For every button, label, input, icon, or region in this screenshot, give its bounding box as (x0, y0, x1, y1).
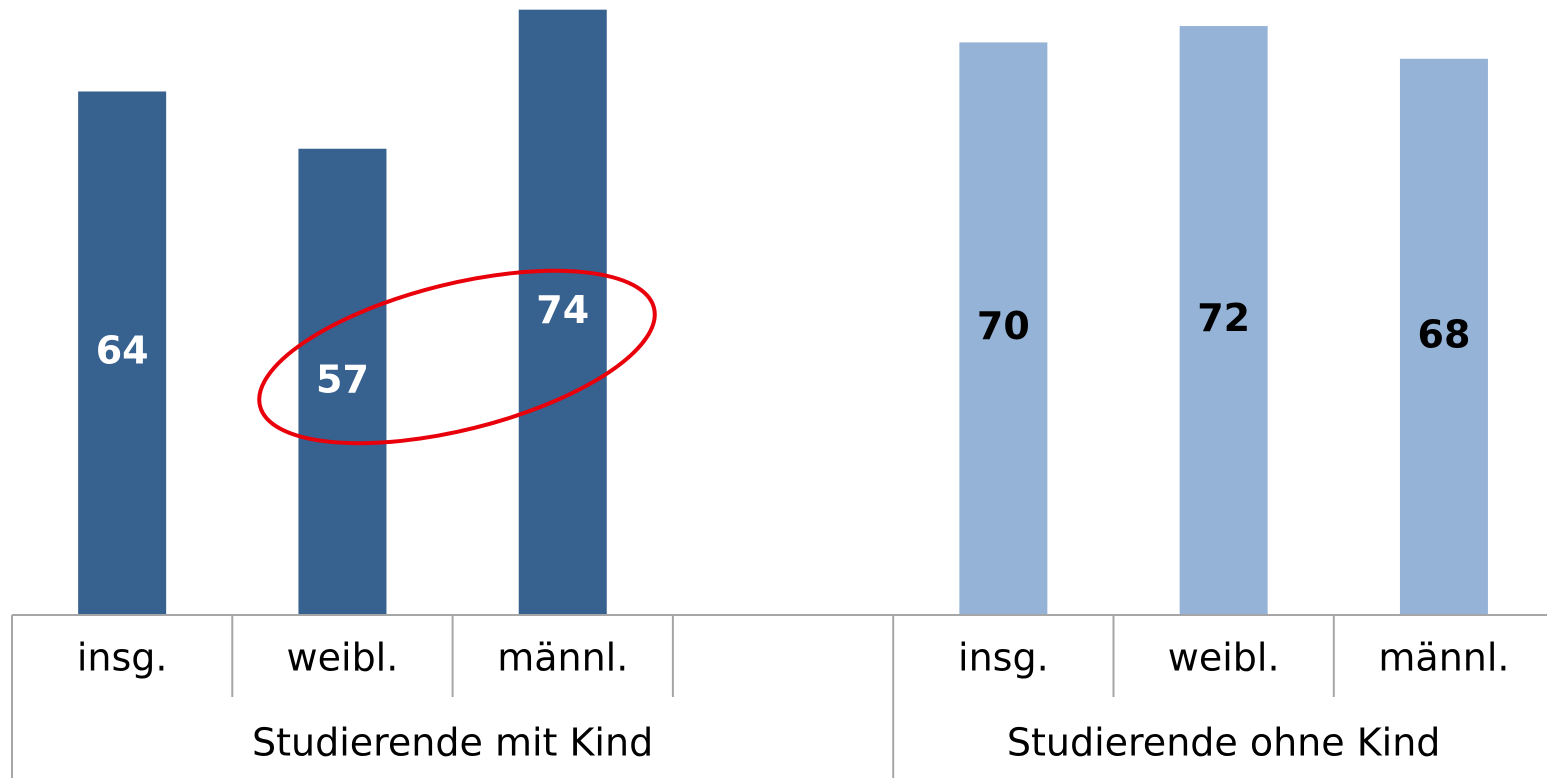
value-label: 68 (1418, 312, 1471, 356)
bar (1179, 26, 1268, 616)
value-label: 74 (536, 288, 589, 332)
x-tick-label: insg. (958, 636, 1049, 680)
x-tick-label: insg. (77, 636, 168, 680)
bar (518, 9, 607, 616)
value-label: 72 (1197, 296, 1250, 340)
group-label: Studierende mit Kind (252, 721, 653, 765)
group-label: Studierende ohne Kind (1007, 721, 1441, 765)
value-label: 57 (316, 357, 369, 401)
bar (959, 42, 1048, 615)
x-tick-label: weibl. (1168, 636, 1280, 680)
x-tick-label: männl. (1378, 636, 1509, 680)
bar (298, 148, 387, 616)
value-label: 64 (96, 329, 149, 373)
x-tick-label: männl. (497, 636, 628, 680)
x-tick-label: weibl. (287, 636, 399, 680)
highlight-ellipse (257, 268, 657, 446)
bar (1399, 58, 1488, 615)
value-label: 70 (977, 304, 1030, 348)
bar (78, 91, 167, 616)
plot: 64 insg. 57 weibl. 74 männl. 70 insg. 72 weibl. 68… (11, 9, 1547, 778)
